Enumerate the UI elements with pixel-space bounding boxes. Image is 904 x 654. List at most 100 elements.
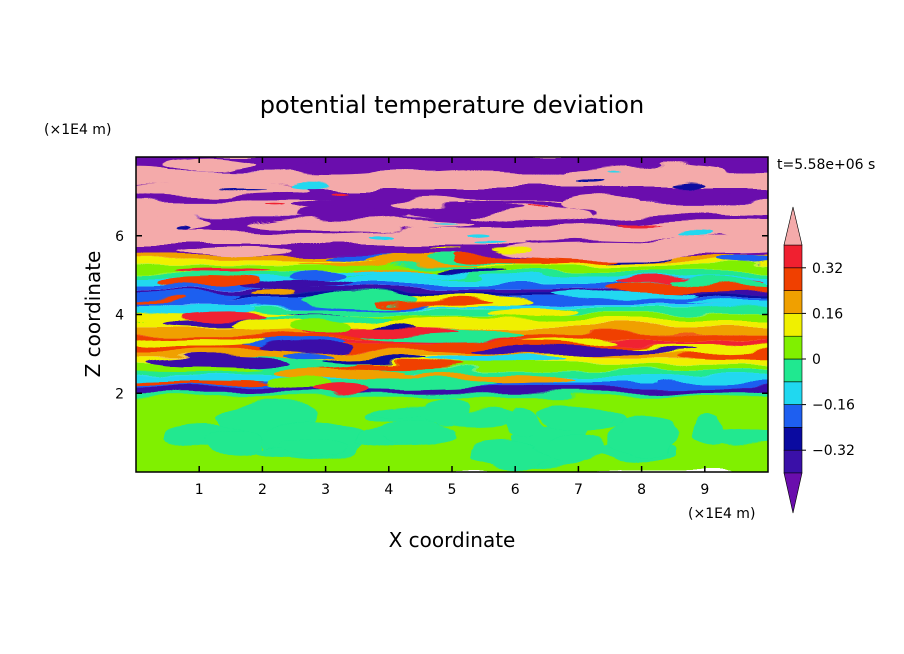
contour-patch (633, 238, 768, 254)
x-tick-label: 5 (448, 482, 457, 498)
contour-patch (288, 168, 380, 175)
contour-patch (492, 247, 528, 251)
x-tick-label: 3 (321, 482, 330, 498)
contour-patch (149, 356, 294, 369)
contour-patch (620, 220, 768, 235)
contour-patch (249, 217, 471, 231)
contour-patch (524, 346, 700, 353)
colorbar: 0.32 0.16 0 −0.16 −0.32 (783, 206, 855, 514)
contour-patch (331, 188, 347, 192)
contour-band (116, 139, 788, 154)
contour-patch (136, 214, 212, 231)
contour-band (136, 308, 768, 315)
contour-patch (649, 191, 768, 202)
contour-patch (283, 232, 363, 240)
contour-patch (677, 351, 768, 359)
colorbar-tick-label: 0.32 (812, 261, 843, 277)
colorbar-cell (783, 449, 803, 474)
contour-patch (433, 267, 503, 274)
x-tick-label: 8 (637, 482, 646, 498)
contour-patch (329, 270, 466, 278)
contour-patch (673, 183, 707, 188)
contour-patch (288, 272, 343, 281)
contour-patch (136, 291, 241, 299)
contour-patch (136, 172, 248, 183)
contour-patch (285, 351, 338, 358)
x-tick-label: 2 (258, 482, 267, 498)
contour-patch (258, 343, 355, 352)
contour-patch (487, 308, 578, 317)
contour-patch (716, 255, 768, 266)
colorbar-extend-high (783, 206, 803, 246)
contour-patch (616, 223, 657, 227)
contour-patch (553, 293, 699, 299)
contour-patch (338, 226, 404, 232)
y-unit-label: (×1E4 m) (44, 122, 111, 138)
contour-patch (266, 206, 289, 210)
contour-patch (618, 225, 663, 228)
contour-patch (136, 380, 272, 386)
contour-patch (676, 234, 713, 239)
contour-patch (614, 214, 768, 222)
contour-patch (177, 224, 192, 229)
x-tick-label: 6 (511, 482, 520, 498)
contour-patch (398, 316, 543, 328)
y-tick-label: 6 (115, 229, 124, 245)
x-tick-label: 7 (574, 482, 583, 498)
colorbar-tick-label: −0.32 (812, 443, 855, 459)
contour-patch (136, 367, 261, 373)
contour-patch (560, 194, 641, 211)
contour-patch (252, 290, 299, 295)
plot-area (116, 139, 788, 472)
contour-patch (315, 382, 369, 396)
contour-patch (156, 275, 261, 286)
contour-patch (420, 397, 468, 426)
colorbar-cell (783, 381, 803, 405)
x-tick-label: 4 (384, 482, 393, 498)
contour-patch (476, 241, 510, 243)
contour-patch (547, 434, 609, 460)
contour-patch (562, 165, 725, 181)
contour-patch (236, 319, 310, 331)
contour-patch (606, 284, 768, 292)
contour-patch (528, 207, 550, 209)
colorbar-cell (783, 290, 803, 314)
contour-patch (375, 300, 495, 305)
contour-patch (183, 312, 270, 321)
contour-patch (468, 233, 492, 238)
contour-band (136, 276, 768, 284)
contour-patch (229, 191, 388, 202)
colorbar-tick-label: −0.16 (812, 398, 855, 414)
contour-patch (653, 157, 768, 163)
colorbar-tick-label: 0.16 (812, 306, 843, 322)
x-tick-label: 9 (700, 482, 709, 498)
colorbar-cell (783, 244, 803, 269)
contour-patch (430, 246, 464, 250)
contour-patch (269, 376, 333, 389)
contour-patch (291, 320, 350, 333)
contour-patch (687, 299, 768, 306)
contour-patch (575, 177, 604, 182)
x-unit-label: (×1E4 m) (688, 506, 755, 522)
contour-patch (692, 413, 726, 445)
contour-patch (431, 221, 455, 225)
contour-patch (368, 405, 433, 419)
contour-patch (136, 337, 262, 346)
contour-band (136, 349, 768, 358)
contour-patch (471, 190, 596, 201)
chart-title: potential temperature deviation (260, 91, 644, 119)
contour-band (136, 391, 768, 398)
contour-patch (323, 356, 427, 363)
contour-patch (274, 369, 402, 379)
contour-patch (295, 209, 410, 220)
contour-band (136, 339, 768, 344)
colorbar-extend-low (783, 472, 803, 514)
contour-patch (410, 206, 526, 214)
contour-patch (177, 246, 295, 256)
contour-band (136, 244, 768, 256)
y-axis-label: Z coordinate (81, 251, 105, 378)
colorbar-cell (783, 267, 803, 291)
contour-patch (447, 157, 634, 170)
contour-band (136, 368, 768, 376)
contour-patch (466, 443, 551, 468)
